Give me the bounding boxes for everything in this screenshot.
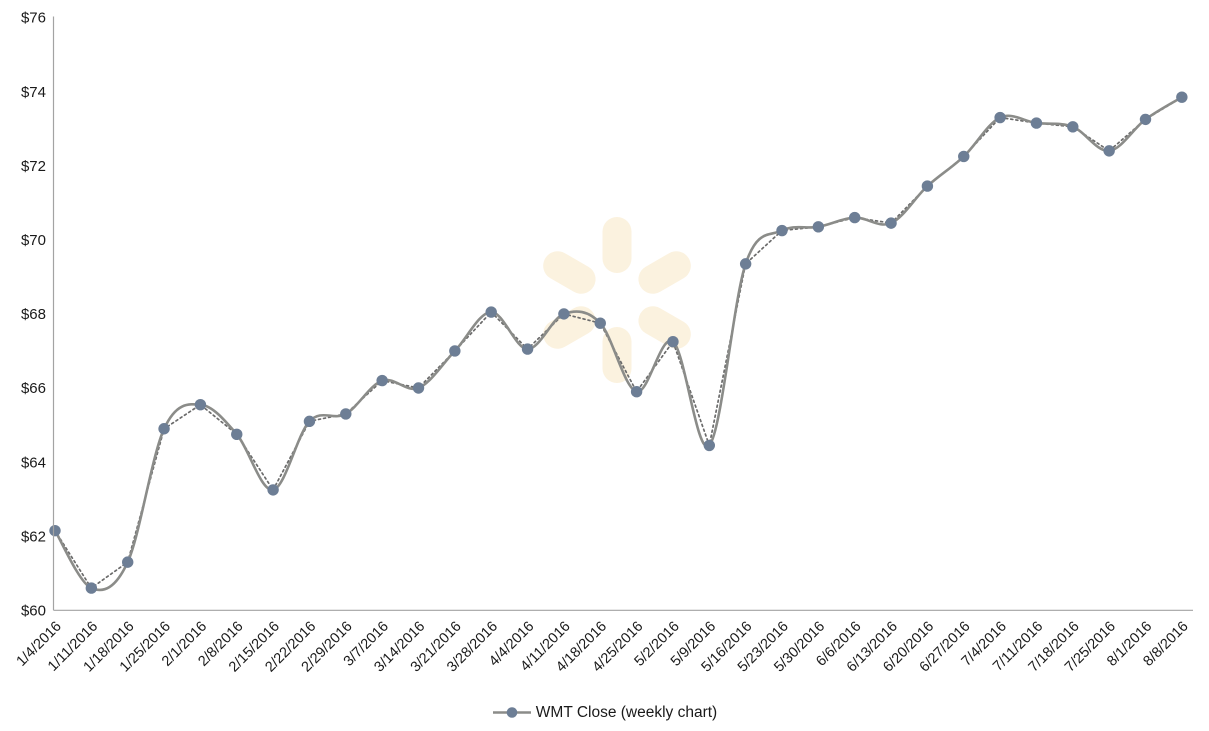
chart-axes <box>52 16 1193 611</box>
chart-series <box>49 91 1188 594</box>
svg-text:$74: $74 <box>21 84 46 101</box>
walmart-spark-icon <box>543 217 691 383</box>
svg-text:$64: $64 <box>21 454 46 471</box>
svg-text:$66: $66 <box>21 380 46 397</box>
svg-text:$68: $68 <box>21 306 46 323</box>
legend-label: WMT Close (weekly chart) <box>535 703 718 721</box>
svg-text:$70: $70 <box>21 232 46 249</box>
legend-marker-icon <box>492 706 531 718</box>
chart-legend: WMT Close (weekly chart) <box>0 703 1209 721</box>
svg-text:$72: $72 <box>21 158 46 175</box>
svg-text:$76: $76 <box>21 10 46 27</box>
svg-text:$60: $60 <box>21 603 46 620</box>
svg-text:$62: $62 <box>21 528 46 545</box>
